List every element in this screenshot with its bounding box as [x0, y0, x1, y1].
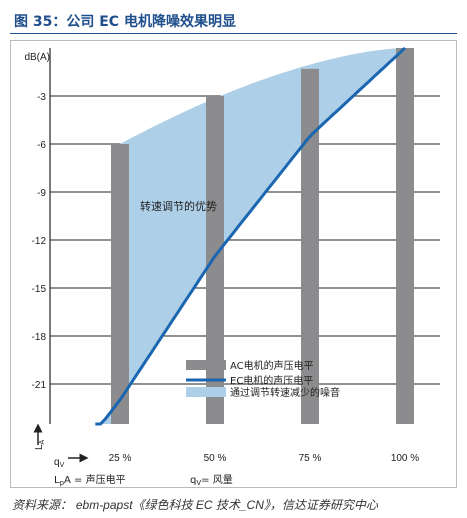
source-prefix: 资料来源：	[12, 498, 73, 512]
footer-label-lpa: LpA = 声压电平	[54, 473, 126, 487]
x-tick-label: 50 %	[204, 453, 227, 464]
ac-bar	[301, 68, 319, 425]
y-axis-symbol: LA	[33, 423, 46, 450]
bar-layer	[111, 48, 414, 425]
title-rule	[10, 33, 457, 34]
noise-reduction-area	[95, 48, 406, 424]
annotation-label: 转速调节的优势	[140, 199, 217, 213]
ac-bar	[111, 144, 129, 424]
y-axis-symbol-text: LA	[34, 439, 46, 450]
legend-label-ec: EC电机的声压电平	[230, 374, 313, 387]
y-unit-label: dB(A)	[24, 52, 50, 63]
svg-text:qV: qV	[54, 457, 65, 469]
area-layer	[95, 48, 406, 424]
axis-layer: -3 -6 -9 -12 -15 -18 -21 25 % 50 % 75 % 100 %	[32, 48, 419, 464]
x-axis-symbol: qV	[54, 453, 89, 469]
noise-chart: -3 -6 -9 -12 -15 -18 -21 25 % 50 % 75 % 100 % dB(A…	[24, 46, 440, 487]
legend-label-ac: AC电机的声压电平	[230, 359, 314, 372]
y-tick-label: -21	[32, 380, 47, 391]
figure-title: 图 35：公司 EC 电机降噪效果明显	[14, 14, 236, 30]
footer-label-qv: qV= 风量	[190, 474, 233, 487]
y-tick-label: -3	[37, 92, 46, 103]
legend-label-area: 通过调节转速减少的噪音	[230, 386, 340, 399]
y-tick-label: -15	[32, 284, 47, 295]
source-note: 资料来源： ebm-papst《绿色科技 EC 技术_CN》，信达证券研究中心	[12, 496, 378, 513]
source-text: ebm-papst《绿色科技 EC 技术_CN》，信达证券研究中心	[75, 498, 378, 512]
x-tick-label: 100 %	[391, 453, 419, 464]
y-tick-label: -12	[32, 236, 47, 247]
legend: AC电机的声压电平 EC电机的声压电平 通过调节转速减少的噪音	[186, 359, 340, 399]
ac-bar	[206, 96, 224, 424]
ac-bar	[396, 48, 414, 424]
x-tick-label: 25 %	[109, 453, 132, 464]
y-tick-label: -6	[37, 140, 46, 151]
footer-labels: LpA = 声压电平 qV= 风量	[54, 473, 233, 487]
x-tick-label: 75 %	[299, 453, 322, 464]
y-tick-label: -9	[37, 188, 46, 199]
chart-frame	[10, 40, 457, 488]
ec-line	[95, 46, 407, 426]
y-tick-label: -18	[32, 332, 47, 343]
legend-swatch-ac	[186, 360, 226, 370]
legend-swatch-area	[186, 387, 226, 397]
line-layer	[95, 46, 407, 426]
